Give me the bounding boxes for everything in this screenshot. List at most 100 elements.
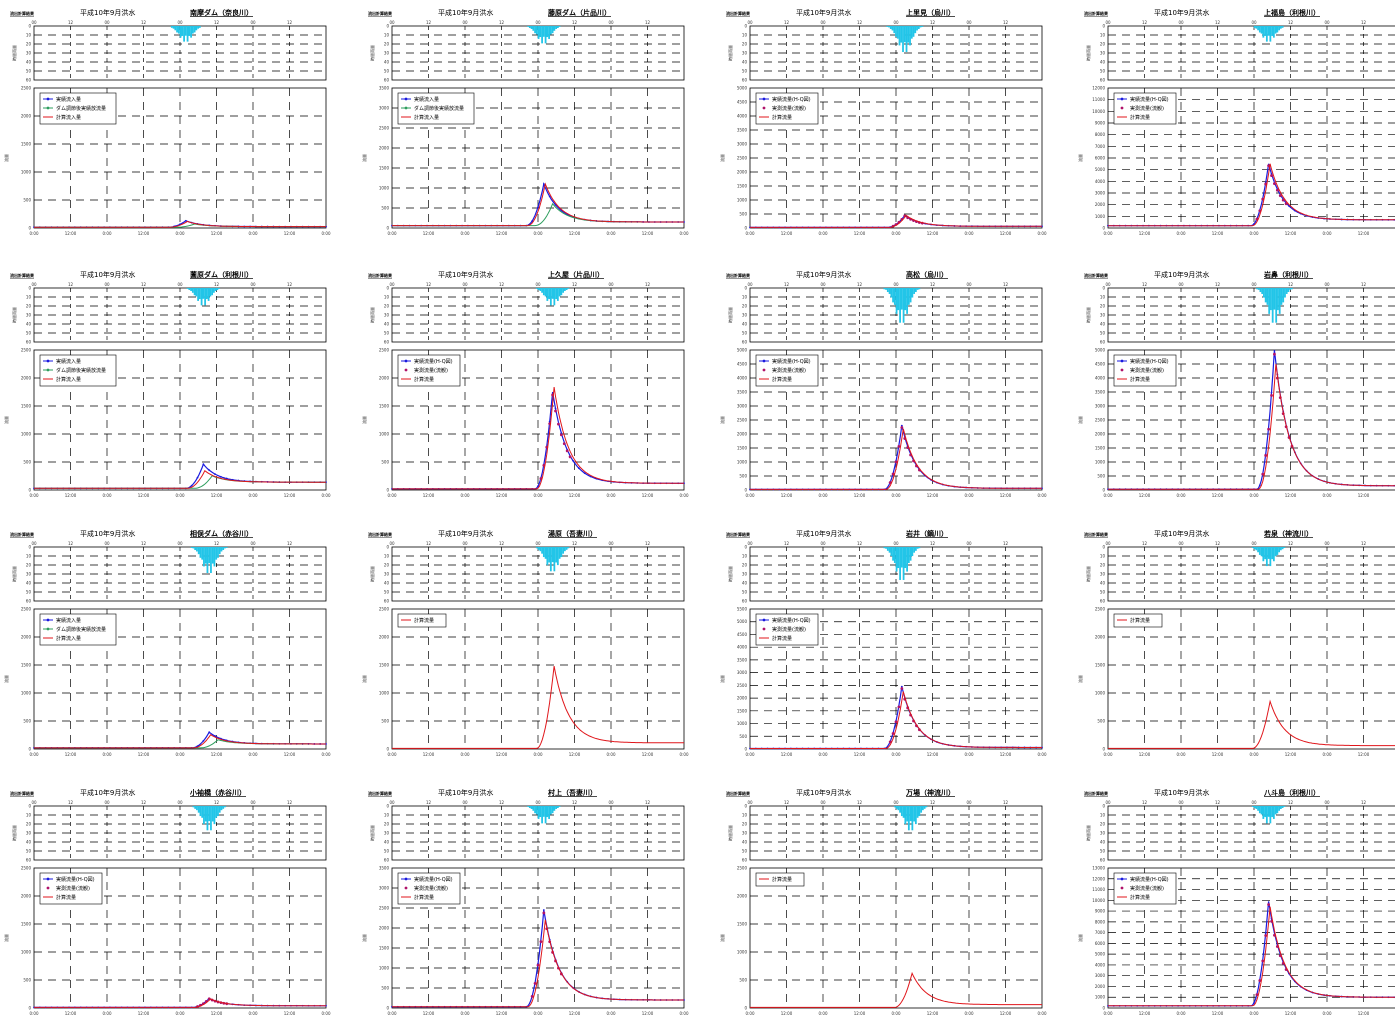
y-tick-label: 4000 bbox=[737, 376, 748, 381]
header-tag: 流出計算結果 bbox=[368, 531, 392, 537]
rain-bar bbox=[191, 288, 194, 293]
rain-tick-label: 20 bbox=[26, 304, 32, 309]
x-tick-label: 0:00 bbox=[103, 231, 112, 236]
rain-bar bbox=[184, 26, 187, 36]
x-tick-label: 0:00 bbox=[819, 752, 828, 757]
measured-point bbox=[530, 995, 534, 998]
rain-bar bbox=[535, 288, 538, 289]
time-tick-label: 12 bbox=[645, 800, 651, 805]
rain-tick-label: 20 bbox=[1100, 42, 1106, 47]
y-tick-label: 1500 bbox=[1095, 446, 1106, 451]
rain-tick-label: 40 bbox=[384, 322, 390, 327]
time-tick-label: 12 bbox=[1361, 541, 1367, 546]
rain-tick-label: 30 bbox=[384, 51, 390, 56]
computed-series-line bbox=[750, 214, 1042, 228]
x-tick-label: 0:00 bbox=[461, 493, 470, 498]
rain-axis-label: 時間雨量 bbox=[727, 307, 733, 323]
rain-bar bbox=[899, 547, 901, 580]
measured-point bbox=[1255, 993, 1259, 997]
rain-bar bbox=[898, 26, 901, 46]
header-event: 平成10年9月洪水 bbox=[1154, 8, 1209, 17]
rain-bar bbox=[1264, 806, 1266, 818]
legend-label: ダム調節後実績放流量 bbox=[56, 367, 106, 374]
x-tick-label: 12:00 bbox=[211, 493, 223, 498]
rain-tick-label: 0 bbox=[744, 24, 747, 29]
y-tick-label: 2500 bbox=[21, 607, 32, 612]
header-tag: 流出計算結果 bbox=[368, 272, 392, 278]
hydrograph-chart: 流出計算結果 平成10年9月洪水 上里見（烏川） 0 10 20 30 40 50 60 00 12 0… bbox=[719, 8, 1047, 236]
chart-title: 岩鼻（利根川） bbox=[1263, 270, 1313, 279]
y-tick-label: 2500 bbox=[737, 866, 748, 871]
y-tick-label: 500 bbox=[23, 198, 31, 203]
legend-marker bbox=[1120, 877, 1124, 881]
flow-axis-label: 流量 bbox=[3, 416, 9, 424]
y-tick-label: 500 bbox=[381, 460, 389, 465]
rain-bar bbox=[885, 288, 887, 290]
rain-bar bbox=[914, 288, 917, 293]
y-tick-label: 0 bbox=[1102, 1006, 1105, 1011]
header-tag: 流出計算結果 bbox=[1084, 531, 1108, 537]
rain-bar bbox=[1267, 26, 1270, 36]
y-tick-label: 4000 bbox=[1095, 179, 1106, 184]
rain-bar bbox=[210, 547, 212, 574]
rain-bar bbox=[1264, 26, 1266, 36]
rain-tick-label: 0 bbox=[1102, 804, 1105, 809]
x-tick-label: 0:00 bbox=[1177, 231, 1186, 236]
header-event: 平成10年9月洪水 bbox=[1154, 270, 1209, 279]
y-tick-label: 500 bbox=[23, 719, 31, 724]
rain-tick-label: 10 bbox=[384, 33, 390, 38]
y-tick-label: 0 bbox=[1102, 747, 1105, 752]
time-tick-label: 12 bbox=[287, 541, 293, 546]
rain-bar bbox=[532, 806, 535, 811]
rain-bar bbox=[1276, 26, 1279, 33]
rain-bar bbox=[893, 26, 896, 34]
rain-bar bbox=[190, 547, 193, 548]
chart-title: 万場（神流川） bbox=[905, 788, 955, 797]
rain-tick-label: 40 bbox=[1100, 60, 1106, 65]
legend-marker bbox=[404, 877, 408, 881]
flow-axis-label: 流量 bbox=[1077, 675, 1083, 683]
rain-bar bbox=[528, 26, 531, 29]
legend-marker bbox=[1120, 368, 1124, 372]
rain-bar bbox=[906, 806, 908, 822]
y-tick-label: 2500 bbox=[737, 683, 748, 688]
legend-label: 計算流入量 bbox=[56, 635, 81, 642]
rain-bar bbox=[558, 806, 561, 807]
time-tick-label: 00 bbox=[1178, 541, 1184, 546]
rain-tick-label: 40 bbox=[742, 60, 748, 65]
y-tick-label: 4500 bbox=[737, 100, 748, 105]
rain-bar bbox=[541, 288, 543, 293]
chart-title: 上久屋（片品川） bbox=[548, 270, 604, 279]
rain-bar bbox=[539, 547, 542, 552]
time-tick-label: 00 bbox=[31, 282, 37, 287]
rain-bar bbox=[532, 26, 535, 31]
legend-label: ダム調節後実績放流量 bbox=[56, 105, 106, 112]
time-tick-label: 00 bbox=[31, 800, 37, 805]
y-tick-label: 3500 bbox=[737, 390, 748, 395]
x-tick-label: 12:00 bbox=[569, 493, 581, 498]
rain-bar bbox=[1253, 806, 1256, 809]
rain-bar bbox=[556, 288, 559, 301]
legend: 実績流量(H-Q図) 実測流量(流観) 計算流量 bbox=[1113, 872, 1177, 905]
header-event: 平成10年9月洪水 bbox=[438, 788, 493, 797]
rain-tick-label: 0 bbox=[1102, 24, 1105, 29]
x-tick-label: 12:00 bbox=[1358, 752, 1370, 757]
legend-label: 実績流入量 bbox=[56, 617, 81, 624]
rain-tick-label: 30 bbox=[742, 51, 748, 56]
time-tick-label: 00 bbox=[747, 800, 753, 805]
x-tick-label: 12:00 bbox=[854, 231, 866, 236]
y-tick-label: 2000 bbox=[379, 635, 390, 640]
legend-label: 実績流量(H-Q図) bbox=[772, 358, 811, 365]
time-tick-label: 00 bbox=[1251, 541, 1257, 546]
measured-point bbox=[1261, 472, 1265, 476]
hydrograph-panel: 流出計算結果 平成10年9月洪水 岩鼻（利根川） 0 10 20 30 40 50 60 00 12 0… bbox=[1076, 268, 1395, 498]
time-tick-label: 00 bbox=[1178, 800, 1184, 805]
y-tick-label: 3500 bbox=[379, 866, 390, 871]
y-tick-label: 4000 bbox=[737, 645, 748, 650]
measured-point bbox=[1278, 194, 1282, 198]
y-tick-label: 1500 bbox=[379, 404, 390, 409]
legend-label: 計算流量 bbox=[1130, 894, 1150, 901]
rain-bar bbox=[209, 288, 212, 297]
time-tick-label: 00 bbox=[1324, 541, 1330, 546]
